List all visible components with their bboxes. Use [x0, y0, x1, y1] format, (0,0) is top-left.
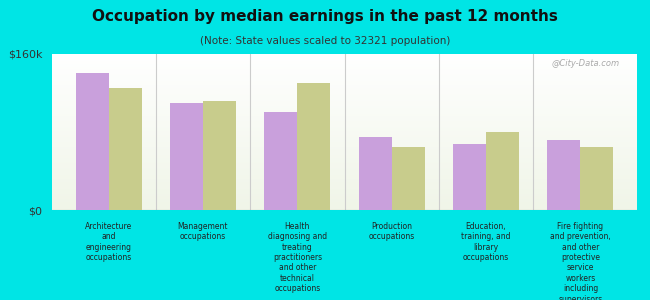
- Bar: [486, 132, 519, 210]
- Text: (Note: State values scaled to 32321 population): (Note: State values scaled to 32321 popu…: [200, 36, 450, 46]
- Bar: [75, 74, 109, 210]
- Bar: [547, 140, 580, 210]
- Bar: [109, 88, 142, 210]
- Bar: [359, 137, 392, 210]
- Bar: [392, 147, 424, 210]
- Bar: [297, 83, 330, 210]
- Bar: [203, 101, 236, 210]
- Text: Occupation by median earnings in the past 12 months: Occupation by median earnings in the pas…: [92, 9, 558, 24]
- Bar: [453, 144, 486, 210]
- Text: @City-Data.com: @City-Data.com: [551, 59, 619, 68]
- Bar: [265, 112, 297, 210]
- Bar: [580, 147, 614, 210]
- Bar: [170, 103, 203, 210]
